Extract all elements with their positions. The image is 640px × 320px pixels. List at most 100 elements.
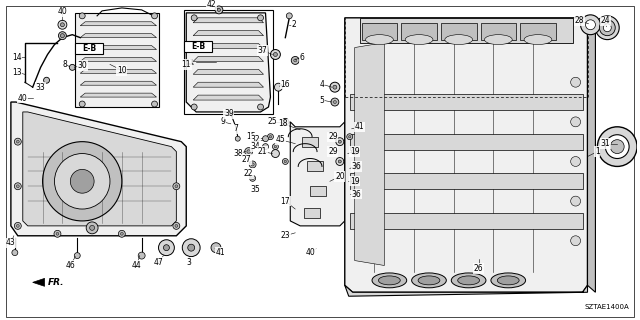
Circle shape [271,50,280,60]
Circle shape [191,15,197,21]
Text: 37: 37 [258,46,268,55]
Ellipse shape [497,276,519,285]
Bar [184,41,212,52]
Polygon shape [345,285,588,296]
Polygon shape [193,18,264,23]
Circle shape [120,232,124,235]
Text: 5: 5 [319,96,324,105]
Circle shape [14,138,21,145]
Text: 29: 29 [328,147,338,156]
Polygon shape [349,134,582,149]
Circle shape [352,178,358,184]
Text: 1: 1 [595,147,600,156]
Polygon shape [33,278,45,286]
Polygon shape [481,23,516,40]
Circle shape [268,134,273,140]
Circle shape [333,85,337,89]
Circle shape [284,120,287,123]
Circle shape [347,134,353,140]
Circle shape [336,157,344,165]
Text: 35: 35 [251,185,260,194]
Ellipse shape [372,273,406,288]
Circle shape [175,185,178,188]
Bar [76,13,159,107]
Circle shape [269,136,271,138]
Circle shape [173,183,180,190]
Circle shape [54,154,110,209]
Circle shape [336,138,344,146]
Text: 38: 38 [233,149,243,158]
Text: 40: 40 [305,248,315,257]
Circle shape [330,82,340,92]
Circle shape [355,164,360,169]
Circle shape [339,140,341,143]
Circle shape [352,148,358,155]
Text: 34: 34 [251,142,260,151]
Text: 15: 15 [246,132,255,141]
Circle shape [58,20,67,29]
Text: 13: 13 [12,68,22,77]
Text: 45: 45 [275,135,285,144]
Circle shape [86,222,98,234]
Circle shape [291,56,299,64]
Text: 32: 32 [251,135,260,144]
Polygon shape [355,43,385,266]
Polygon shape [80,93,157,97]
Circle shape [188,244,195,251]
Circle shape [604,24,611,32]
Circle shape [257,15,264,21]
Circle shape [275,83,282,91]
Polygon shape [441,23,477,40]
Circle shape [331,98,339,106]
Circle shape [175,225,178,227]
Circle shape [12,250,18,256]
Circle shape [273,52,277,56]
Text: 33: 33 [36,83,45,92]
Text: 46: 46 [65,261,76,270]
Circle shape [244,148,253,156]
Ellipse shape [405,35,433,44]
Polygon shape [349,173,582,189]
Text: 6: 6 [300,53,305,62]
Text: 41: 41 [216,248,226,257]
Text: 19: 19 [350,177,360,186]
Text: 42: 42 [206,0,216,10]
Circle shape [353,150,356,153]
Circle shape [44,77,49,83]
Text: 19: 19 [350,147,360,156]
Polygon shape [193,69,264,74]
Circle shape [571,196,580,206]
Circle shape [152,101,157,107]
Circle shape [571,236,580,246]
Text: 10: 10 [117,66,127,75]
Circle shape [215,6,223,14]
Circle shape [251,163,254,166]
Text: 28: 28 [575,16,584,25]
Circle shape [60,23,65,27]
Circle shape [173,222,180,229]
Polygon shape [193,56,264,61]
Text: 11: 11 [185,60,194,65]
Polygon shape [345,18,588,292]
Text: 39: 39 [224,109,234,118]
Circle shape [43,142,122,221]
Text: 11: 11 [182,60,191,69]
Polygon shape [193,44,264,49]
Circle shape [79,101,85,107]
Circle shape [571,77,580,87]
Ellipse shape [491,273,525,288]
Text: 26: 26 [474,264,483,273]
Text: 24: 24 [600,16,610,25]
Circle shape [282,158,288,164]
Circle shape [249,161,256,168]
Text: 47: 47 [154,258,163,267]
Circle shape [152,13,157,19]
Bar [310,186,326,196]
Polygon shape [360,18,573,43]
Ellipse shape [484,35,512,44]
Circle shape [252,177,254,180]
Circle shape [611,140,624,154]
Text: 36: 36 [352,162,362,171]
Ellipse shape [524,35,552,44]
Polygon shape [349,213,582,229]
